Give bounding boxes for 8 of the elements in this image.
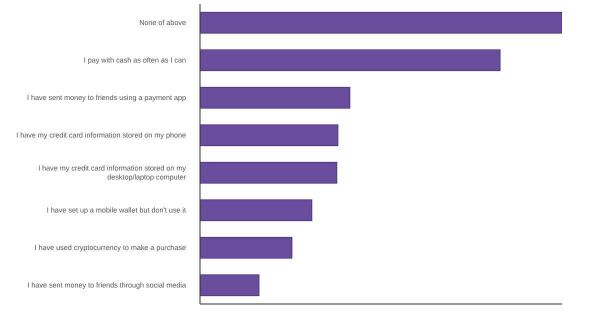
bar	[200, 49, 500, 72]
bar	[200, 12, 562, 34]
bar	[200, 86, 350, 109]
bar	[200, 124, 338, 146]
bar	[200, 199, 312, 222]
bar	[200, 236, 292, 259]
bar	[200, 274, 260, 296]
bar	[200, 162, 338, 184]
